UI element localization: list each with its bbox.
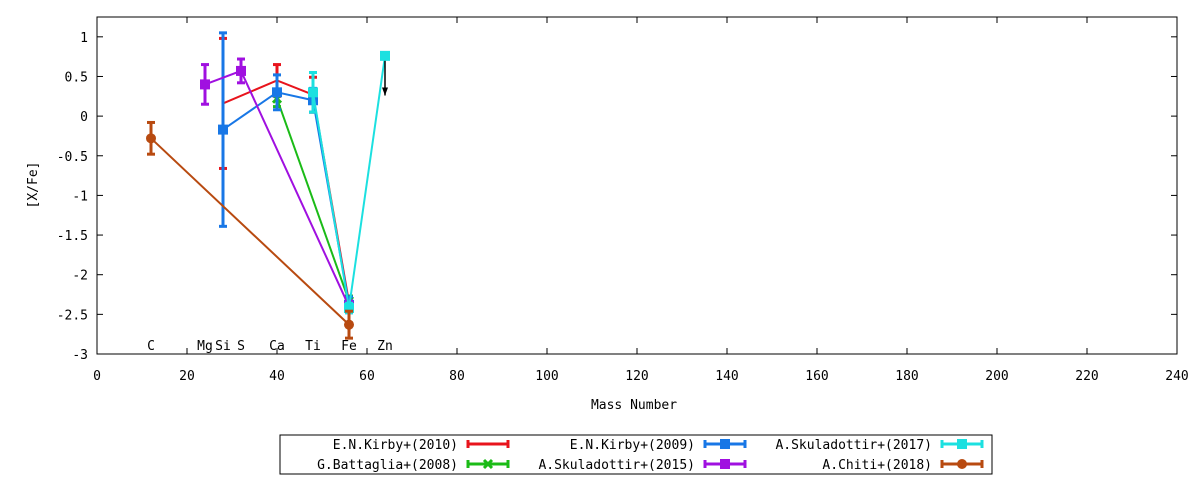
- legend-entry: G.Battaglia+(2008): [317, 458, 510, 473]
- y-tick-label: -2.5: [57, 308, 88, 323]
- y-tick-label: -2: [72, 269, 88, 284]
- data-point: [957, 459, 967, 469]
- x-axis-title: Mass Number: [591, 398, 677, 413]
- legend-label: A.Skuladottir+(2015): [538, 458, 695, 473]
- series-line: [276, 98, 350, 302]
- data-point: [720, 459, 730, 469]
- legend-entry: A.Chiti+(2018): [822, 458, 984, 473]
- data-point: [200, 79, 210, 90]
- element-label: C: [147, 339, 155, 354]
- x-tick-label: 60: [359, 369, 375, 384]
- plot-frame: [96, 16, 1178, 355]
- x-tick-label: 140: [715, 369, 738, 384]
- legend-entry: E.N.Kirby+(2010): [333, 438, 510, 453]
- y-tick-label: -0.5: [57, 150, 88, 165]
- series: [271, 89, 355, 308]
- x-tick-label: 20: [179, 369, 195, 384]
- data-point: [146, 133, 156, 144]
- y-tick-label: -1: [72, 189, 88, 204]
- y-tick-label: 0: [80, 110, 88, 125]
- data-point: [957, 439, 967, 449]
- series: [308, 50, 390, 315]
- data-point: [218, 124, 228, 135]
- legend: E.N.Kirby+(2010) G.Battaglia+(2008) E.N.Ki…: [279, 434, 993, 475]
- y-tick-label: 0.5: [65, 70, 88, 85]
- data-point: [482, 458, 494, 470]
- legend-label: E.N.Kirby+(2009): [570, 438, 695, 453]
- data-point: [344, 303, 354, 314]
- legend-label: A.Chiti+(2018): [822, 458, 932, 473]
- y-axis-title: [X/Fe]: [26, 162, 41, 209]
- series: [219, 36, 353, 311]
- data-point: [344, 319, 354, 330]
- upper-limit-arrowhead: [382, 87, 388, 96]
- x-tick-label: 0: [93, 369, 101, 384]
- legend-entry: A.Skuladottir+(2015): [538, 458, 747, 473]
- x-tick-label: 160: [805, 369, 828, 384]
- element-label: Ti: [305, 339, 321, 354]
- element-label: Mg: [197, 339, 213, 354]
- data-point: [308, 87, 318, 98]
- series: [146, 120, 354, 340]
- x-tick-label: 120: [625, 369, 648, 384]
- legend-frame: [279, 434, 993, 475]
- data-point: [720, 439, 730, 449]
- legend-label: G.Battaglia+(2008): [317, 458, 458, 473]
- data-point: [272, 87, 282, 98]
- element-label: Si: [215, 339, 231, 354]
- series-line: [312, 55, 386, 309]
- y-tick-label: -1.5: [57, 229, 88, 244]
- x-tick-label: 200: [985, 369, 1008, 384]
- legend-label: A.Skuladottir+(2017): [775, 438, 932, 453]
- element-label: Fe: [341, 339, 357, 354]
- x-tick-label: 100: [535, 369, 558, 384]
- series-line: [150, 137, 350, 326]
- element-labels: C Mg Si S Ca Ti Fe Zn: [147, 339, 393, 354]
- x-tick-label: 80: [449, 369, 465, 384]
- x-axis: 0 20 40 60 80 100 120 140 160 180 200 220 240: [93, 17, 1189, 384]
- x-tick-label: 180: [895, 369, 918, 384]
- legend-items: E.N.Kirby+(2010) G.Battaglia+(2008) E.N.Ki…: [317, 438, 984, 473]
- data-point: [236, 65, 246, 76]
- element-label: S: [237, 339, 245, 354]
- element-label: Ca: [269, 339, 285, 354]
- x-tick-label: 240: [1165, 369, 1188, 384]
- legend-entry: E.N.Kirby+(2009): [570, 438, 747, 453]
- series-layer: [146, 31, 390, 340]
- y-tick-label: -3: [72, 348, 88, 363]
- legend-entry: A.Skuladottir+(2017): [775, 438, 984, 453]
- element-label: Zn: [377, 339, 393, 354]
- data-point: [380, 50, 390, 61]
- legend-label: E.N.Kirby+(2010): [333, 438, 458, 453]
- x-tick-label: 220: [1075, 369, 1098, 384]
- y-tick-label: 1: [80, 31, 88, 46]
- y-axis: 1 0.5 0 -0.5 -1 -1.5 -2 -2.5 -3: [57, 31, 1177, 363]
- x-tick-label: 40: [269, 369, 285, 384]
- data-point: [487, 443, 489, 445]
